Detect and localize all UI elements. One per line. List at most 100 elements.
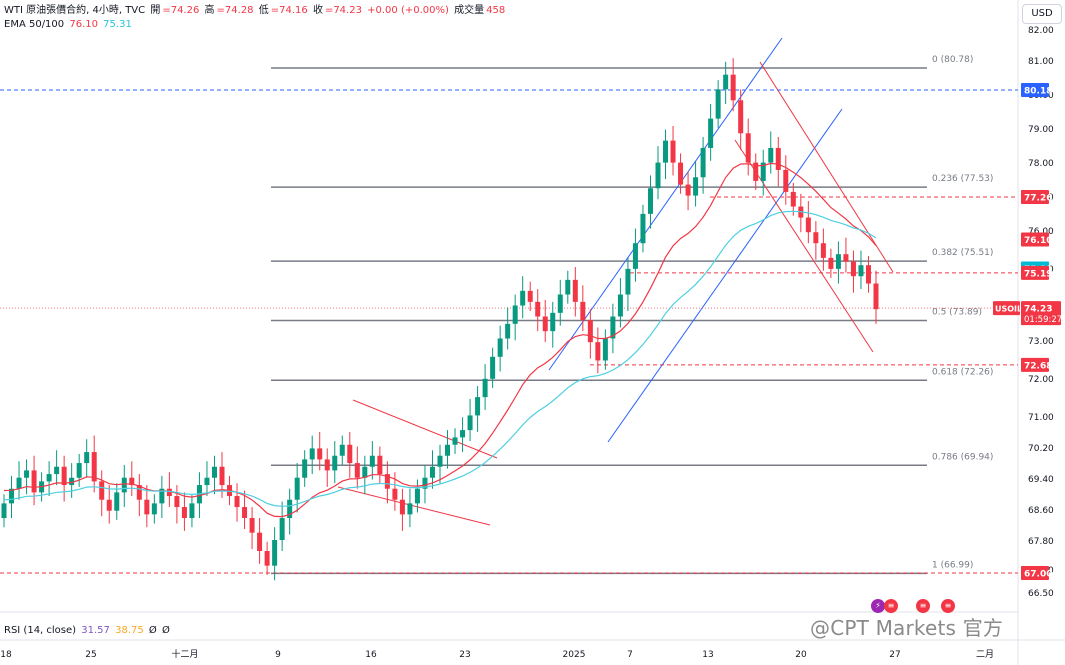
candle-body [129, 477, 135, 486]
high-value: =74.28 [216, 5, 254, 16]
price-tag-label: 80.18 [1024, 87, 1052, 97]
candle-body [99, 481, 105, 500]
candle-body [708, 118, 714, 148]
us-flag-icon[interactable]: ≡ [941, 599, 955, 613]
y-tick-label: 67.80 [1028, 537, 1054, 547]
candle-body [745, 133, 751, 163]
candle-body [151, 503, 157, 515]
lightning-icon[interactable]: ⚡ [871, 599, 885, 613]
candle-body [858, 265, 864, 277]
candle-body [670, 140, 676, 163]
us-flag-icon[interactable]: ≡ [884, 599, 898, 613]
candle-body [445, 444, 451, 456]
x-tick-label: 9 [275, 650, 281, 660]
candle-body [715, 89, 721, 119]
candle-body [204, 477, 210, 486]
symbol-title: WTI 原油張價合約, 4小時, TVC [4, 5, 146, 16]
candle-body [873, 283, 879, 310]
candle-body [625, 268, 631, 295]
x-tick-label: 23 [459, 650, 470, 660]
candle-body [309, 448, 315, 460]
up-channel-lower [607, 108, 843, 443]
candle-body [572, 279, 578, 302]
candle-body [663, 140, 669, 163]
candle-body [121, 477, 127, 493]
candle-body [490, 356, 496, 379]
ema-label: EMA 50/100 [4, 19, 65, 30]
candle-body [106, 499, 112, 511]
candle-body [760, 162, 766, 181]
candle-body [730, 74, 736, 101]
x-tick-label: 十二月 [171, 648, 198, 660]
us-flag-icon[interactable]: ≡ [916, 599, 930, 613]
candle-body [362, 466, 368, 478]
candle-body [805, 217, 811, 233]
open-value: =74.26 [162, 5, 200, 16]
candle-body [294, 477, 300, 500]
currency-button[interactable]: USD [1022, 4, 1062, 24]
x-tick-label: 7 [627, 650, 633, 660]
y-tick-label: 73.00 [1028, 337, 1054, 347]
candle-body [189, 503, 195, 519]
volume-label: 成交量 [454, 5, 485, 16]
volume-value: 458 [486, 5, 506, 16]
candle-body [595, 342, 601, 361]
candle-body [234, 496, 240, 508]
candle-body [843, 254, 849, 262]
candle-body [753, 162, 759, 181]
candle-body [527, 290, 533, 302]
candle-body [835, 254, 841, 269]
price-tag-label: 76.10 [1024, 236, 1052, 246]
rsi-value-1: 31.57 [81, 625, 110, 636]
candle-body [384, 474, 390, 489]
candle-body [610, 316, 616, 339]
rsi-value-3: Ø [148, 625, 157, 636]
price-tag-label: 72.68 [1024, 361, 1052, 371]
candle-body [317, 448, 323, 460]
candle-body [24, 470, 30, 478]
candle-body [565, 279, 571, 295]
candle-body [16, 477, 22, 489]
candle-body [520, 290, 526, 306]
y-tick-label: 76.00 [1028, 227, 1054, 237]
candle-body [287, 499, 293, 519]
price-tag [1021, 357, 1049, 372]
candle-body [783, 169, 789, 192]
candle-body [460, 430, 466, 438]
current-price-label: 74.23 [1024, 305, 1052, 315]
candle-body [685, 184, 691, 196]
candle-body [497, 338, 503, 357]
candle-body [1, 503, 7, 519]
high-label: 高 [204, 5, 215, 16]
price-tag [1021, 232, 1049, 247]
y-tick-label: 72.00 [1028, 375, 1054, 385]
candle-body [587, 320, 593, 343]
symbol-tag [993, 301, 1020, 316]
fib-label: 0.618 (72.26) [932, 367, 993, 377]
y-tick-label: 69.40 [1028, 475, 1054, 485]
candle-body [475, 397, 481, 416]
low-label: 低 [258, 5, 269, 16]
y-tick-label: 81.00 [1028, 57, 1054, 67]
candle-body [640, 213, 646, 244]
candle-body [700, 147, 706, 178]
candle-body [617, 294, 623, 317]
rsi-legend: RSI (14, close) 31.57 38.75 Ø Ø [4, 625, 172, 637]
candle-body [302, 459, 308, 478]
x-tick-label: 二月 [976, 649, 994, 660]
symbol-legend: WTI 原油張價合約, 4小時, TVC 開 =74.26 高 =74.28 低 =7… [4, 5, 507, 17]
candle-body [159, 488, 165, 504]
candle-body [377, 455, 383, 475]
ema50-line [3, 162, 877, 518]
candle-body [54, 466, 60, 475]
candle-body [272, 540, 278, 566]
price-tag-label: 75.19 [1024, 269, 1052, 279]
candle-body [219, 466, 225, 486]
candle-body [46, 474, 52, 482]
price-tag [1021, 83, 1049, 98]
candle-body [324, 459, 330, 471]
candle-body [339, 444, 345, 456]
fib-label: 0.382 (75.51) [932, 248, 993, 258]
candle-body [136, 485, 142, 500]
